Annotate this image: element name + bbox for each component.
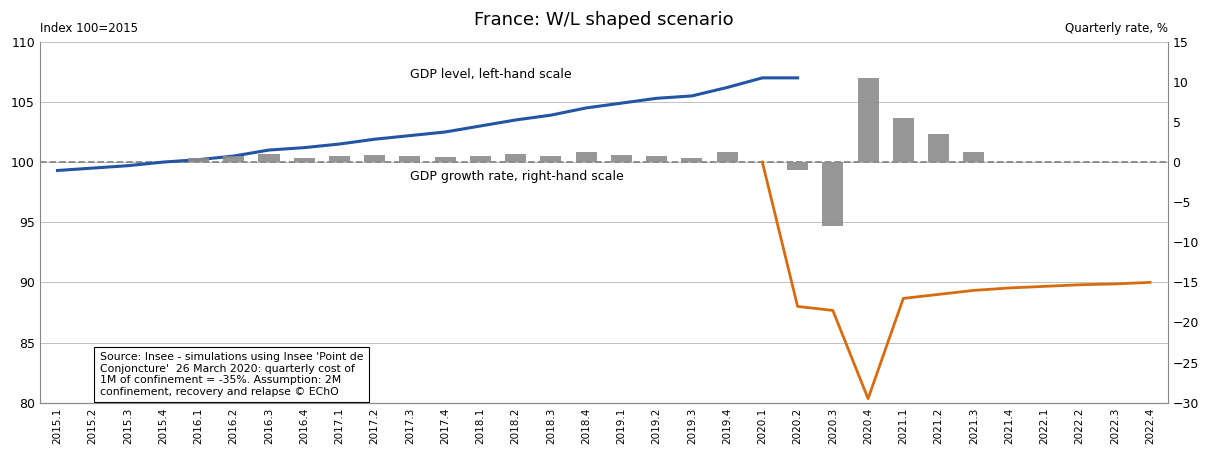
Bar	[893, 118, 914, 162]
Bar	[716, 152, 738, 162]
Text: Index 100=2015: Index 100=2015	[40, 21, 138, 35]
Title: France: W/L shaped scenario: France: W/L shaped scenario	[474, 11, 733, 29]
Bar	[963, 152, 985, 162]
Bar	[786, 162, 808, 170]
Text: Quarterly rate, %: Quarterly rate, %	[1065, 21, 1168, 35]
Bar	[364, 155, 385, 162]
Bar	[294, 158, 315, 162]
Bar	[646, 156, 667, 162]
Bar	[611, 155, 632, 162]
Bar	[823, 162, 843, 226]
Bar	[858, 78, 878, 162]
Bar	[329, 157, 350, 162]
Bar	[469, 156, 491, 162]
Bar	[223, 157, 244, 162]
Bar	[188, 158, 209, 162]
Text: GDP growth rate, right-hand scale: GDP growth rate, right-hand scale	[410, 170, 623, 183]
Bar	[434, 157, 456, 162]
Text: GDP level, left-hand scale: GDP level, left-hand scale	[410, 68, 571, 81]
Bar	[399, 157, 421, 162]
Bar	[928, 134, 949, 162]
Bar	[541, 156, 561, 162]
Bar	[681, 158, 703, 162]
Bar	[259, 154, 280, 162]
Bar	[505, 154, 526, 162]
Bar	[576, 152, 597, 162]
Text: Source: Insee - simulations using Insee 'Point de
Conjoncture'  26 March 2020: q: Source: Insee - simulations using Insee …	[99, 352, 363, 397]
